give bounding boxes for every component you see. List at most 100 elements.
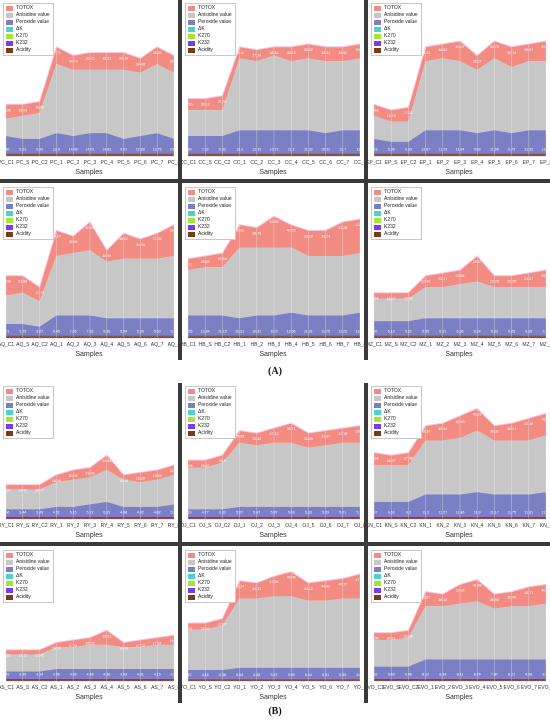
legend-entry: ΔK (374, 26, 418, 33)
peroxide-data-label: 13.94 (201, 329, 210, 333)
legend-entry: K232 (374, 423, 418, 430)
x-tick-label: CC_2 (250, 160, 263, 166)
x-tick-label: PC_3 (84, 160, 97, 166)
peroxide-data-label: 4.15 (154, 673, 161, 677)
totox-data-label: 24.47 (201, 464, 210, 468)
legend-entry: Acidity (374, 594, 418, 601)
panel-divider (178, 383, 182, 703)
x-tick-label: OJ_3 (268, 523, 280, 529)
peroxide-data-label: 9.91 (120, 147, 127, 151)
x-tick-label: AS_C1 (0, 685, 14, 691)
legend-entry: K232 (6, 224, 50, 231)
totox-data-label: 34.94 (136, 243, 145, 247)
x-tick-label: KN_S (385, 523, 399, 529)
totox-data-label: 35.94 (69, 240, 78, 244)
x-tick-label: AS_S (16, 685, 29, 691)
chart-panel-b-4: 3.42 12.33 3.35 12.11 3.34 12.45 3.95 16.33 4.39… (0, 547, 180, 703)
legend-entry: K270 (188, 33, 232, 40)
totox-data-label: 43.36 (270, 220, 279, 224)
peroxide-data-label: 12.6 (357, 147, 364, 151)
x-tick-label: OJ_6 (320, 523, 332, 529)
legend-label: Anisidine value (198, 395, 232, 401)
totox-data-label: 24.06 (184, 464, 193, 468)
totox-outline (373, 407, 547, 456)
peroxide-data-label: 14.46 (69, 147, 78, 151)
peroxide-data-label: 5.67 (236, 511, 243, 515)
x-tick-label: EVO_S (383, 685, 400, 691)
peroxide-data-label: 14.51 (86, 147, 95, 151)
legend-swatch (188, 190, 195, 195)
totox-data-label: 49.05 (287, 576, 296, 580)
legend-entry: ΔK (6, 26, 50, 33)
legend-entry: Acidity (188, 594, 232, 601)
peroxide-data-label: 10.32 (252, 329, 261, 333)
legend-entry: K270 (6, 416, 50, 423)
totox-data-label: 35.95 (235, 435, 244, 439)
legend-label: ΔK (198, 573, 205, 579)
x-tick-label: HB_6 (319, 342, 332, 348)
legend-entry: TOTOX (188, 388, 232, 395)
legend-label: Acidity (384, 231, 399, 237)
legend-label: TOTOX (16, 5, 34, 11)
totox-outline (373, 255, 547, 294)
x-tick-label: KN_4 (471, 523, 484, 529)
totox-data-label: 20.05 (69, 474, 78, 478)
totox-data-label: 37.34 (252, 54, 261, 58)
peroxide-data-label: 8.37 (371, 511, 378, 515)
totox-data-label: 26.27 (387, 459, 396, 463)
legend-label: ΔK (16, 409, 23, 415)
totox-data-label: 29.84 (218, 257, 227, 261)
totox-data-label: 35.75 (86, 57, 95, 61)
totox-data-label: 41.49 (524, 422, 533, 426)
peroxide-data-label: 4.42 (185, 673, 192, 677)
legend-entry: Anisidine value (188, 559, 232, 566)
legend-swatch (6, 190, 13, 195)
totox-data-label: 18.36 (2, 108, 11, 112)
x-tick-label: MZ_C2 (400, 342, 417, 348)
peroxide-data-label: 6.26 (457, 329, 464, 333)
peroxide-data-label: 11.15 (218, 329, 227, 333)
legend-entry: Peroxide value (188, 402, 232, 409)
legend-label: TOTOX (16, 552, 34, 558)
totox-data-label: 23.07 (524, 277, 533, 281)
legend-entry: ΔK (6, 573, 50, 580)
totox-data-label: 25.9 (219, 459, 226, 463)
totox-data-label: 22.71 (438, 277, 447, 281)
x-tick-label: EVO_1 (418, 685, 434, 691)
totox-data-label: 21.88 (18, 280, 27, 284)
legend-swatch (6, 27, 13, 32)
x-tick-label: MZ_5 (488, 342, 501, 348)
totox-data-label: 16.09 (119, 646, 128, 650)
peroxide-data-label: 11.3 (422, 511, 429, 515)
totox-data-label: 18.34 (52, 479, 61, 483)
totox-data-label: 26.21 (184, 627, 193, 631)
legend-swatch (188, 6, 195, 11)
x-axis-title: Samples (75, 351, 103, 358)
x-tick-label: RY_7 (151, 523, 164, 529)
x-tick-label: KN_5 (488, 523, 501, 529)
totox-data-label: 38.53 (153, 51, 162, 55)
legend-entry: TOTOX (374, 388, 418, 395)
peroxide-data-label: 13.75 (153, 147, 162, 151)
peroxide-data-label: 3.95 (53, 673, 60, 677)
legend-entry: Acidity (188, 231, 232, 238)
peroxide-data-label: 5.84 (357, 673, 364, 677)
totox-data-label: 40.23 (287, 229, 296, 233)
legend-swatch (188, 389, 195, 394)
x-tick-label: KN_6 (505, 523, 518, 529)
figure-label-b: (B) (268, 706, 282, 717)
totox-data-label: 18.22 (86, 642, 95, 646)
totox-data-label: 35.87 (321, 435, 330, 439)
totox-data-label: 39.02 (304, 48, 313, 52)
totox-data-label: 22.08 (2, 280, 11, 284)
x-tick-label: AS_2 (67, 685, 79, 691)
peroxide-data-label: 3.35 (19, 673, 26, 677)
legend-label: Peroxide value (16, 19, 50, 25)
legend-swatch (188, 204, 195, 209)
x-tick-label: EP_5 (488, 160, 500, 166)
legend-swatch (374, 197, 381, 202)
peroxide-data-label: 11.27 (438, 511, 447, 515)
totox-data-label: 42.46 (456, 420, 465, 424)
x-tick-label: PC_5 (117, 160, 130, 166)
legend-entry: ΔK (188, 409, 232, 416)
